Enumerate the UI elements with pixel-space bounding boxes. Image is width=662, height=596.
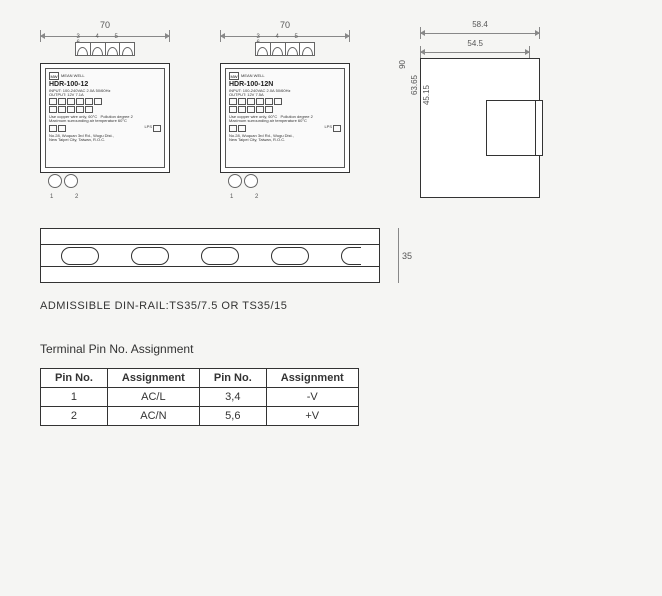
rail-height-dim: 35 <box>390 228 410 283</box>
unit1-width-dim: 70 <box>40 20 170 30</box>
unit1-label-panel: MWMEAN WELL HDR-100-12 INPUT: 100-240VAC… <box>45 68 165 168</box>
din-rail-drawing: 35 ADMISSIBLE DIN-RAIL:TS35/7.5 OR TS35/… <box>40 228 622 312</box>
table-row: 1 AC/L 3,4 -V <box>41 388 359 407</box>
top-drawings-row: 70 3 4 5 6 MWMEAN WELL HDR-100-12 INPUT:… <box>40 20 622 198</box>
unit1-bottom-terminals: 1 2 <box>40 174 170 194</box>
side-body <box>420 58 540 198</box>
unit1-front-view: 70 3 4 5 6 MWMEAN WELL HDR-100-12 INPUT:… <box>40 20 170 194</box>
side-depth-inner: 54.5 <box>420 39 530 56</box>
unit2-width-dim: 70 <box>220 20 350 30</box>
side-height-mid: 63.65 <box>410 75 419 95</box>
unit2-label-panel: MWMEAN WELL HDR-100-12N INPUT: 100-240VA… <box>225 68 345 168</box>
unit1-body: MWMEAN WELL HDR-100-12 INPUT: 100-240VAC… <box>40 63 170 173</box>
din-clip <box>535 100 543 155</box>
side-depth-outer: 58.4 <box>420 20 540 37</box>
table-row: 2 AC/N 5,6 +V <box>41 407 359 426</box>
side-height-inner: 45.15 <box>422 85 431 105</box>
terminal-title: Terminal Pin No. Assignment <box>40 342 622 356</box>
unit2-front-view: 70 3 4 5 6 MWMEAN WELL HDR-100-12N INPUT… <box>220 20 350 194</box>
rail-spec-text: ADMISSIBLE DIN-RAIL:TS35/7.5 OR TS35/15 <box>40 300 622 312</box>
unit1-top-terminals: 3 4 5 6 <box>40 42 170 62</box>
side-profile-view: 58.4 54.5 90 63.65 45.15 <box>420 20 540 198</box>
terminal-table: Pin No. Assignment Pin No. Assignment 1 … <box>40 368 359 426</box>
unit2-top-terminals: 3 4 5 6 <box>220 42 350 62</box>
unit2-bottom-terminals: 1 2 <box>220 174 350 194</box>
rail-outline <box>40 228 380 283</box>
side-height-outer: 90 <box>398 60 407 69</box>
diagram-container: 70 3 4 5 6 MWMEAN WELL HDR-100-12 INPUT:… <box>0 0 662 596</box>
terminal-pin-section: Terminal Pin No. Assignment Pin No. Assi… <box>40 342 622 426</box>
table-header-row: Pin No. Assignment Pin No. Assignment <box>41 369 359 388</box>
unit2-body: MWMEAN WELL HDR-100-12N INPUT: 100-240VA… <box>220 63 350 173</box>
